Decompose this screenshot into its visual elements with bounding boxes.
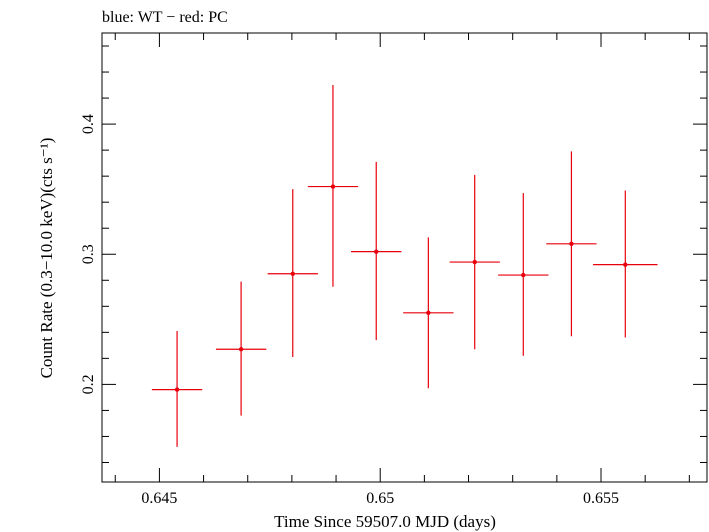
y-tick-label: 0.2 bbox=[80, 374, 97, 394]
data-point bbox=[307, 85, 359, 287]
point-marker bbox=[521, 272, 526, 278]
data-point bbox=[351, 161, 402, 341]
point-marker bbox=[472, 259, 477, 265]
data-series bbox=[151, 85, 658, 447]
data-point bbox=[267, 189, 318, 358]
data-point bbox=[449, 174, 500, 350]
y-axis-ticks bbox=[102, 45, 707, 463]
y-axis-tick-labels: 0.2 0.3 0.4 bbox=[80, 114, 97, 394]
x-tick-label: 0.655 bbox=[583, 490, 619, 507]
data-point bbox=[546, 151, 597, 337]
plot-frame bbox=[101, 32, 708, 483]
point-marker bbox=[623, 262, 628, 267]
point-marker bbox=[426, 310, 431, 316]
y-axis-label: Count Rate (0.3−10.0 keV)(cts s⁻¹) bbox=[37, 138, 56, 379]
data-point bbox=[498, 193, 549, 356]
x-axis-tick-labels: 0.645 0.65 0.655 bbox=[141, 490, 619, 507]
point-marker bbox=[374, 249, 379, 254]
point-marker bbox=[569, 241, 574, 247]
point-marker bbox=[290, 271, 295, 276]
data-point bbox=[593, 190, 658, 338]
data-point bbox=[151, 331, 203, 447]
point-marker bbox=[330, 184, 336, 189]
point-marker bbox=[238, 347, 244, 352]
y-tick-label: 0.4 bbox=[80, 114, 97, 134]
x-tick-label: 0.645 bbox=[141, 490, 177, 507]
y-tick-label: 0.3 bbox=[80, 244, 97, 264]
data-point bbox=[215, 281, 267, 416]
x-tick-label: 0.65 bbox=[366, 490, 394, 507]
chart-title: blue: WT − red: PC bbox=[102, 9, 228, 26]
data-point bbox=[403, 237, 454, 389]
point-marker bbox=[174, 387, 180, 392]
x-axis-label: Time Since 59507.0 MJD (days) bbox=[274, 512, 496, 531]
x-axis-ticks bbox=[114, 33, 690, 482]
